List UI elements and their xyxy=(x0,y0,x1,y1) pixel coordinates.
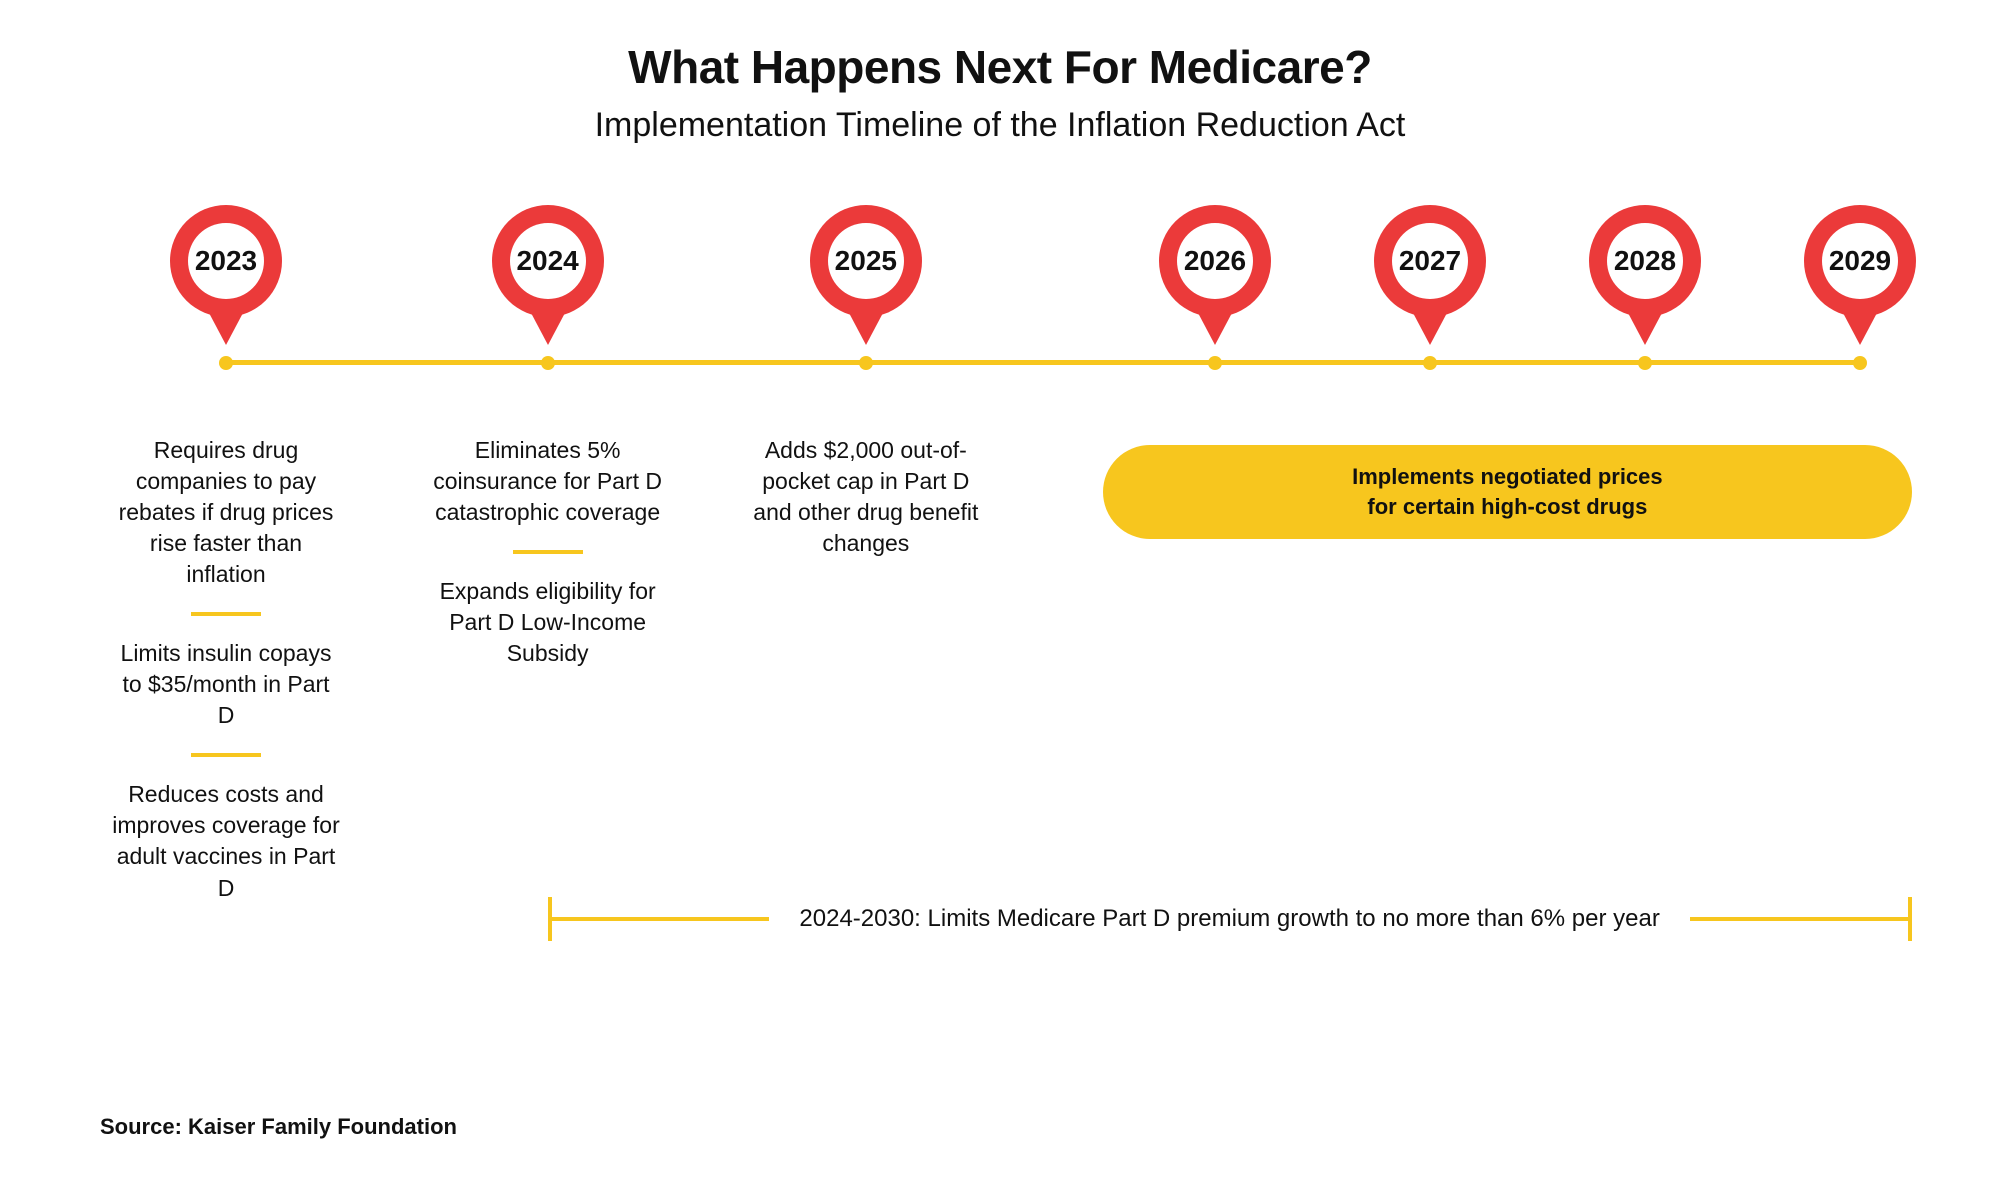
timeline-dot xyxy=(1423,356,1437,370)
bracket-tick-right xyxy=(1908,897,1912,941)
negotiated-prices-span: Implements negotiated prices for certain… xyxy=(1103,445,1911,539)
timeline: 2023 2024 2025 2026 2027 2028 2029 xyxy=(140,205,1860,405)
timeline-dot xyxy=(541,356,555,370)
bracket-line-right xyxy=(1690,917,1912,921)
year-pin-2029: 2029 xyxy=(1795,205,1925,355)
timeline-dot xyxy=(219,356,233,370)
detail-separator xyxy=(513,550,583,554)
year-pin-2027: 2027 xyxy=(1365,205,1495,355)
detail-item: Adds $2,000 out-of-pocket cap in Part D … xyxy=(751,435,981,559)
bracket-text: 2024-2030: Limits Medicare Part D premiu… xyxy=(769,905,1689,933)
detail-item: Requires drug companies to pay rebates i… xyxy=(111,435,341,590)
year-label: 2028 xyxy=(1580,205,1710,317)
source-attribution: Source: Kaiser Family Foundation xyxy=(100,1114,457,1140)
year-label: 2023 xyxy=(161,205,291,317)
year-pin-2023: 2023 xyxy=(161,205,291,355)
span-pill-text-1: Implements negotiated prices xyxy=(1352,462,1663,492)
year-pin-2026: 2026 xyxy=(1150,205,1280,355)
timeline-axis xyxy=(226,360,1860,365)
year-label: 2029 xyxy=(1795,205,1925,317)
details-row: Implements negotiated prices for certain… xyxy=(140,435,1860,955)
detail-col-2024: Eliminates 5% coinsurance for Part D cat… xyxy=(433,435,663,669)
detail-item: Expands eligibility for Part D Low-Incom… xyxy=(433,576,663,669)
year-pin-2024: 2024 xyxy=(483,205,613,355)
year-label: 2025 xyxy=(801,205,931,317)
year-pin-2025: 2025 xyxy=(801,205,931,355)
main-title: What Happens Next For Medicare? xyxy=(100,40,1900,94)
year-label: 2027 xyxy=(1365,205,1495,317)
detail-separator xyxy=(191,753,261,757)
bracket-tick-left xyxy=(548,897,552,941)
span-pill-text-2: for certain high-cost drugs xyxy=(1352,492,1663,522)
subtitle: Implementation Timeline of the Inflation… xyxy=(100,106,1900,145)
detail-item: Limits insulin copays to $35/month in Pa… xyxy=(111,638,341,731)
timeline-dot xyxy=(859,356,873,370)
timeline-dot xyxy=(1638,356,1652,370)
year-label: 2024 xyxy=(483,205,613,317)
timeline-dot xyxy=(1208,356,1222,370)
year-pin-2028: 2028 xyxy=(1580,205,1710,355)
bracket-line-left xyxy=(548,917,770,921)
year-label: 2026 xyxy=(1150,205,1280,317)
premium-growth-bracket: 2024-2030: Limits Medicare Part D premiu… xyxy=(548,905,1912,933)
detail-col-2023: Requires drug companies to pay rebates i… xyxy=(111,435,341,904)
detail-item: Reduces costs and improves coverage for … xyxy=(111,779,341,903)
detail-item: Eliminates 5% coinsurance for Part D cat… xyxy=(433,435,663,528)
detail-separator xyxy=(191,612,261,616)
timeline-dot xyxy=(1853,356,1867,370)
detail-col-2025: Adds $2,000 out-of-pocket cap in Part D … xyxy=(751,435,981,559)
infographic-container: What Happens Next For Medicare? Implemen… xyxy=(100,40,1900,955)
